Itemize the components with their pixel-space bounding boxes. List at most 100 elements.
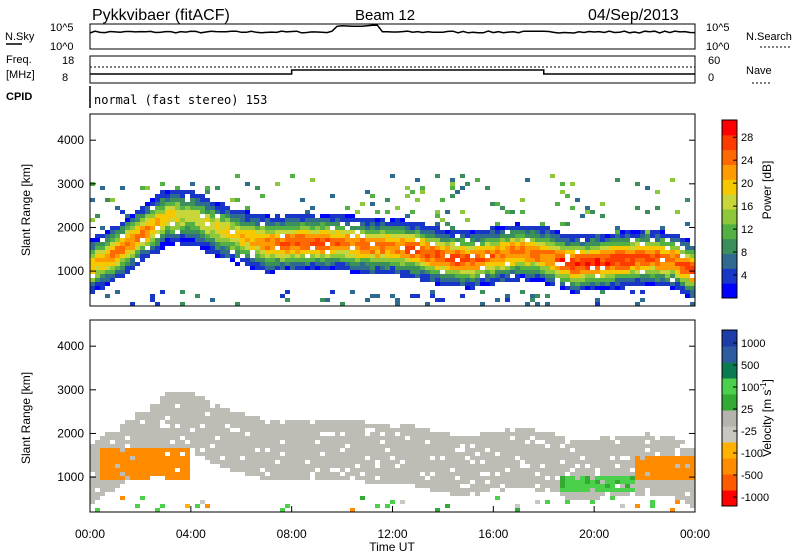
power-cell xyxy=(470,274,475,278)
velocity-cell xyxy=(350,460,355,464)
power-cell xyxy=(590,254,595,258)
velocity-cell xyxy=(175,420,180,424)
power-cell xyxy=(640,258,645,262)
velocity-cell xyxy=(300,424,305,428)
power-cell xyxy=(540,270,545,274)
velocity-cell xyxy=(675,472,680,476)
velocity-cell xyxy=(655,492,660,496)
power-cell xyxy=(345,234,350,238)
power-cell xyxy=(180,302,185,306)
power-cell xyxy=(150,202,155,206)
power-cell xyxy=(405,194,410,198)
power-cell xyxy=(355,242,360,246)
power-cell xyxy=(450,266,455,270)
power-cell xyxy=(170,234,175,238)
power-cell xyxy=(455,282,460,286)
velocity-cell xyxy=(500,456,505,460)
velocity-cell xyxy=(550,448,555,452)
velocity-cell xyxy=(220,428,225,432)
power-cell xyxy=(315,258,320,262)
nsky-trace xyxy=(89,24,696,34)
power-cell xyxy=(470,250,475,254)
power-cell xyxy=(330,258,335,262)
velocity-cell xyxy=(500,488,505,492)
power-cell xyxy=(405,238,410,242)
power-cell xyxy=(165,234,170,238)
nsky-tick-bottom: 10^0 xyxy=(50,41,74,53)
velocity-cell xyxy=(575,460,580,464)
velocity-cell xyxy=(415,476,420,480)
velocity-cell xyxy=(155,448,160,452)
power-cell xyxy=(650,270,655,274)
velocity-cell xyxy=(595,452,600,456)
velocity-cell xyxy=(570,480,575,484)
power-cell xyxy=(260,242,265,246)
velocity-cell xyxy=(150,408,155,412)
velocity-cell xyxy=(155,416,160,420)
velocity-cell xyxy=(140,416,145,420)
power-cell xyxy=(450,178,455,182)
power-cell xyxy=(440,230,445,234)
power-cell xyxy=(370,226,375,230)
power-cell xyxy=(580,242,585,246)
velocity-cell xyxy=(275,468,280,472)
power-cell xyxy=(435,210,440,214)
power-cell xyxy=(475,178,480,182)
velocity-cell xyxy=(280,456,285,460)
power-cell xyxy=(565,266,570,270)
velocity-cell xyxy=(205,452,210,456)
power-cell xyxy=(305,258,310,262)
power-cell xyxy=(155,210,160,214)
velocity-cell xyxy=(285,472,290,476)
velocity-cell xyxy=(190,440,195,444)
power-cell xyxy=(325,238,330,242)
power-cell xyxy=(380,254,385,258)
power-cell xyxy=(100,254,105,258)
velocity-cell xyxy=(110,460,115,464)
power-cell xyxy=(515,278,520,282)
velocity-cell xyxy=(630,488,635,492)
velocity-cell xyxy=(570,456,575,460)
power-cell xyxy=(415,294,420,298)
velocity-cell xyxy=(525,460,530,464)
velocity-cell xyxy=(290,456,295,460)
velocity-cell xyxy=(565,488,570,492)
power-cell xyxy=(550,278,555,282)
power-cell xyxy=(250,242,255,246)
power-cell xyxy=(200,210,205,214)
velocity-cell xyxy=(285,440,290,444)
velocity-colorbar-swatch xyxy=(722,442,737,459)
power-cell xyxy=(625,230,630,234)
power-cell xyxy=(95,270,100,274)
velocity-cell xyxy=(620,468,625,472)
power-cell xyxy=(495,258,500,262)
velocity-cell xyxy=(250,464,255,468)
velocity-cell xyxy=(285,456,290,460)
velocity-cell xyxy=(200,500,205,504)
velocity-cell xyxy=(560,492,565,496)
velocity-cell xyxy=(590,460,595,464)
power-cell xyxy=(425,246,430,250)
power-cell xyxy=(555,242,560,246)
power-cell xyxy=(110,198,115,202)
power-cell xyxy=(370,218,375,222)
velocity-cell xyxy=(280,472,285,476)
power-cell xyxy=(615,226,620,230)
velocity-cell xyxy=(360,428,365,432)
power-cell xyxy=(160,206,165,210)
velocity-cell xyxy=(670,472,675,476)
velocity-cell xyxy=(165,464,170,468)
power-cell xyxy=(635,258,640,262)
power-cell xyxy=(665,250,670,254)
velocity-cell xyxy=(655,464,660,468)
velocity-cell xyxy=(640,452,645,456)
velocity-cell xyxy=(545,480,550,484)
power-cell xyxy=(490,278,495,282)
velocity-cell xyxy=(170,476,175,480)
power-cell xyxy=(390,258,395,262)
power-cell xyxy=(100,186,105,190)
power-cell xyxy=(600,274,605,278)
power-cell xyxy=(515,274,520,278)
power-cell xyxy=(295,226,300,230)
velocity-cell xyxy=(475,468,480,472)
